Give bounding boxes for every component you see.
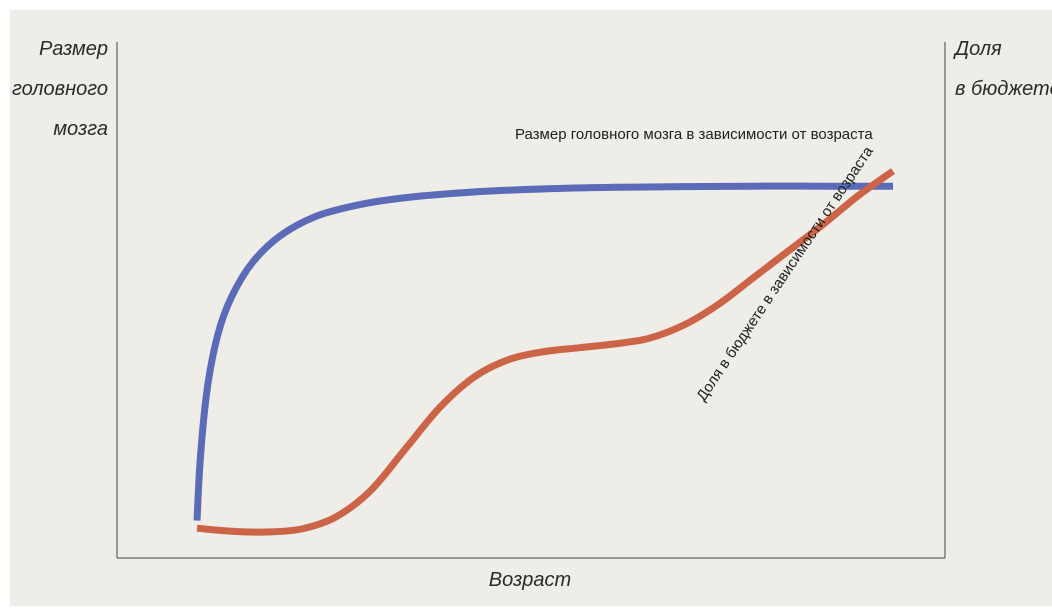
right-y-axis-label-line-1: Доля xyxy=(953,38,1002,60)
line-chart: Размер головного мозга Доля в бюджете Во… xyxy=(12,38,1052,591)
chart-figure: Размер головного мозга Доля в бюджете Во… xyxy=(10,10,1052,606)
series-label-budget-share: Доля в бюджете в зависимости от возраста xyxy=(693,143,877,404)
series-line-budget-share xyxy=(196,168,896,536)
series-line-brain-size xyxy=(193,182,893,521)
x-axis-label: Возраст xyxy=(489,569,571,591)
left-y-axis-label-line-2: головного xyxy=(12,78,108,100)
left-y-axis-label-line-1: Размер xyxy=(39,38,108,60)
right-y-axis-label-line-2: в бюджете xyxy=(955,78,1052,100)
series-label-brain-size: Размер головного мозга в зависимости от … xyxy=(515,126,873,143)
left-y-axis-label-line-3: мозга xyxy=(53,118,108,140)
